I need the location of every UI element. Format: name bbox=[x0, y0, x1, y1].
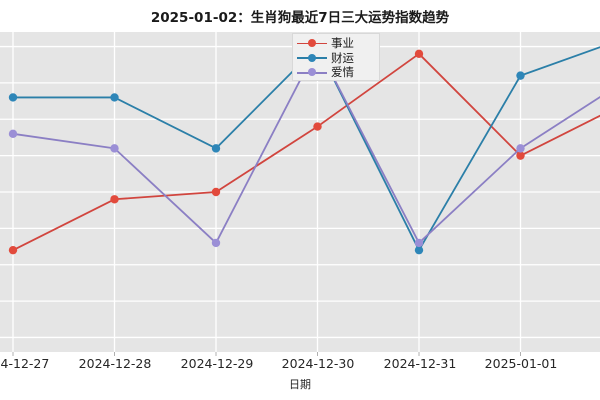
x-axis-title: 日期 bbox=[289, 378, 311, 391]
legend-item-love[interactable]: 爱情 bbox=[297, 65, 375, 80]
legend-item-wealth[interactable]: 财运 bbox=[297, 51, 375, 66]
x-tick-label: 2025-01-01 bbox=[484, 356, 558, 371]
chart-legend: 事业 财运 爱情 bbox=[292, 33, 380, 81]
axis-ticks bbox=[12, 352, 521, 356]
data-point bbox=[414, 245, 424, 255]
legend-swatch-wealth bbox=[297, 52, 327, 64]
data-point bbox=[110, 144, 119, 153]
x-axis-tick-labels: 2024-12-27 2024-12-28 2024-12-29 2024-12-30… bbox=[0, 356, 600, 378]
legend-label-love: 爱情 bbox=[331, 65, 354, 80]
x-tick-label: 2024-12-29 bbox=[180, 356, 254, 371]
gridlines-horizontal bbox=[0, 45, 600, 339]
data-point bbox=[8, 129, 18, 139]
data-point bbox=[110, 93, 119, 102]
data-point bbox=[110, 195, 119, 204]
x-tick-label: 2024-12-30 bbox=[281, 356, 355, 371]
data-point bbox=[414, 238, 424, 248]
data-point bbox=[516, 151, 525, 160]
data-point bbox=[414, 49, 424, 59]
data-point bbox=[211, 238, 221, 248]
data-point bbox=[8, 245, 18, 255]
legend-swatch-career bbox=[297, 37, 327, 49]
legend-item-career[interactable]: 事业 bbox=[297, 36, 375, 51]
data-point bbox=[211, 144, 221, 153]
data-point bbox=[313, 122, 322, 131]
series-markers bbox=[8, 42, 525, 255]
data-point bbox=[516, 144, 525, 153]
x-tick-label: 2024-12-27 bbox=[0, 356, 50, 371]
legend-swatch-love bbox=[297, 66, 327, 78]
chart-title: 2025-01-02：生肖狗最近7日三大运势指数趋势 bbox=[150, 10, 450, 26]
legend-label-wealth: 财运 bbox=[331, 50, 354, 65]
legend-label-career: 事业 bbox=[331, 36, 354, 51]
data-point bbox=[8, 93, 18, 102]
x-tick-label: 2024-12-31 bbox=[383, 356, 457, 371]
x-tick-label: 2024-12-28 bbox=[78, 356, 152, 371]
data-point bbox=[211, 187, 221, 197]
data-point bbox=[516, 71, 525, 80]
